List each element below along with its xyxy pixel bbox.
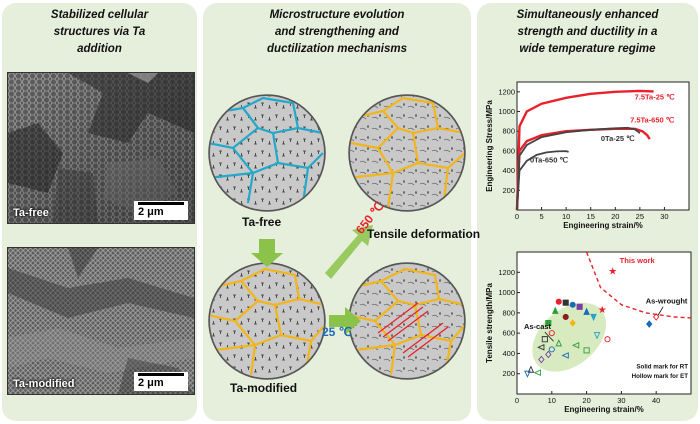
series-line-2	[516, 126, 641, 211]
series-label-2: 0Ta-25 ℃	[601, 134, 635, 143]
data-point-3	[551, 306, 559, 314]
sem-image-ta-modified: Ta-modified 2 μm	[7, 247, 195, 395]
data-point-7	[562, 313, 569, 320]
heading-right: Simultaneously enhanced strength and duct…	[516, 9, 659, 55]
series-line-3	[516, 150, 569, 211]
scatter-ytick-label-4: 1000	[498, 288, 515, 297]
sem-image-ta-free: Ta-free 2 μm	[7, 72, 195, 224]
series-label-3: 0Ta-650 ℃	[530, 156, 568, 165]
series-label-0: 7.5Ta-25 ℃	[635, 93, 676, 102]
scatter-ytick-label-0: 200	[502, 369, 515, 378]
annotation-this-work: This work	[620, 256, 656, 265]
stress-xtick-label-0: 0	[515, 212, 519, 221]
stress-xtick-label-4: 20	[611, 212, 619, 221]
data-point-15	[548, 346, 555, 353]
data-point-5	[583, 307, 590, 315]
stress-ytick-label-5: 1200	[498, 87, 515, 96]
stress-ytick-label-3: 800	[502, 127, 515, 136]
scale-bar-top: 2 μm	[134, 201, 188, 220]
strength-ductility-chart: 0 10 20 30 40 200 400 600 800 1000 1200 Engineering…	[485, 251, 692, 414]
image-label-ta-modified: Ta-modified	[13, 378, 75, 390]
scatter-xtick-label-3: 30	[617, 396, 625, 405]
scatter-ytick-label-5: 1200	[498, 268, 515, 277]
heading-left: Stabilized cellular structures via Ta addi…	[50, 9, 149, 55]
stress-strain-chart: 0 5 10 15 20 25 30 200 400 600 800 1000 1200 Engineer…	[485, 81, 690, 230]
stress-xlabel: Engineering strain/%	[563, 221, 643, 230]
scatter-ylabel: Tensile strength/MPa	[485, 283, 494, 363]
data-point-26	[653, 313, 660, 321]
data-point-11	[548, 330, 555, 337]
data-point-24	[571, 342, 580, 349]
label-tensile: Tensile deformation	[367, 227, 481, 241]
stress-ytick-label-2: 600	[502, 146, 515, 155]
series-line-0	[515, 89, 654, 211]
data-point-9	[569, 319, 576, 327]
stress-xtick-label-1: 5	[539, 212, 543, 221]
scatter-xlabel: Engineering strain/%	[564, 405, 644, 414]
scatter-ytick-label-3: 800	[502, 308, 515, 317]
data-point-6	[590, 313, 597, 322]
annotation-as-wrought: As-wrought	[646, 297, 688, 306]
stress-ytick-label-1: 400	[502, 166, 515, 175]
annotation-as-cast: As-cast	[524, 322, 552, 331]
data-point-12	[541, 336, 548, 343]
strength-ductility-boundary	[585, 251, 692, 319]
data-point-22	[593, 332, 601, 340]
label-ta-free: Ta-free	[242, 215, 282, 229]
data-point-18	[527, 365, 535, 373]
annotation-solid-mark: Solid mark for RT	[636, 364, 688, 371]
scatter-xtick-label-2: 20	[582, 396, 590, 405]
series-label-1: 7.5Ta-650 ℃	[630, 115, 675, 124]
stress-xtick-label-6: 30	[660, 212, 668, 221]
stress-xtick-label-5: 25	[636, 212, 644, 221]
annotation-hollow-mark: Hollow mark for ET	[632, 373, 689, 380]
data-point-16	[545, 350, 552, 359]
data-point-23	[604, 336, 611, 343]
heading-middle: Microstructure evolution and strengthenin…	[267, 9, 407, 55]
arrow-down	[251, 239, 283, 267]
sem-texture-bottom	[8, 248, 194, 394]
schematic-circle-ta-free-deformed	[348, 94, 466, 212]
scatter-xtick-label-1: 10	[548, 396, 556, 405]
data-point-1	[562, 299, 569, 306]
data-point-17	[538, 355, 545, 364]
data-point-10	[646, 320, 653, 328]
stress-ytick-label-0: 200	[502, 186, 515, 195]
scale-bar-bottom: 2 μm	[134, 372, 188, 391]
arrow-right-25	[329, 307, 361, 335]
data-point-25	[561, 352, 569, 359]
scatter-ytick-label-2: 600	[502, 329, 515, 338]
stress-xtick-label-2: 10	[562, 212, 570, 221]
data-point-2	[569, 301, 576, 308]
this-work-star-1: ★	[598, 305, 607, 316]
schematic-circle-ta-free	[208, 94, 326, 212]
sem-texture-top	[8, 73, 194, 223]
this-work-star-0: ★	[608, 266, 617, 277]
label-ta-modified: Ta-modified	[230, 381, 298, 395]
stress-xtick-label-3: 15	[587, 212, 595, 221]
scatter-xtick-label-0: 0	[515, 396, 519, 405]
schematic-circle-ta-modified-deformed	[348, 262, 466, 380]
data-point-8	[545, 319, 552, 327]
data-point-21	[583, 347, 590, 354]
data-point-13	[555, 339, 563, 347]
data-point-0	[555, 298, 562, 305]
data-point-20	[533, 369, 541, 376]
scatter-xtick-label-4: 40	[652, 396, 660, 405]
data-point-4	[576, 303, 583, 310]
arrow-up-right-650	[325, 225, 373, 279]
label-25: 25 ℃	[322, 325, 353, 339]
stress-ytick-label-4: 1000	[498, 107, 515, 116]
data-point-14	[537, 344, 545, 351]
as-wrought-pointer	[657, 306, 664, 316]
schematic-circle-ta-modified	[208, 262, 326, 380]
data-point-19	[524, 370, 531, 378]
image-label-ta-free: Ta-free	[13, 207, 49, 219]
stress-ylabel: Engineering Stress/MPa	[485, 100, 494, 192]
scatter-ytick-label-1: 400	[502, 349, 515, 358]
mechanism-schematic	[208, 94, 466, 380]
as-cast-pointer	[544, 331, 554, 342]
